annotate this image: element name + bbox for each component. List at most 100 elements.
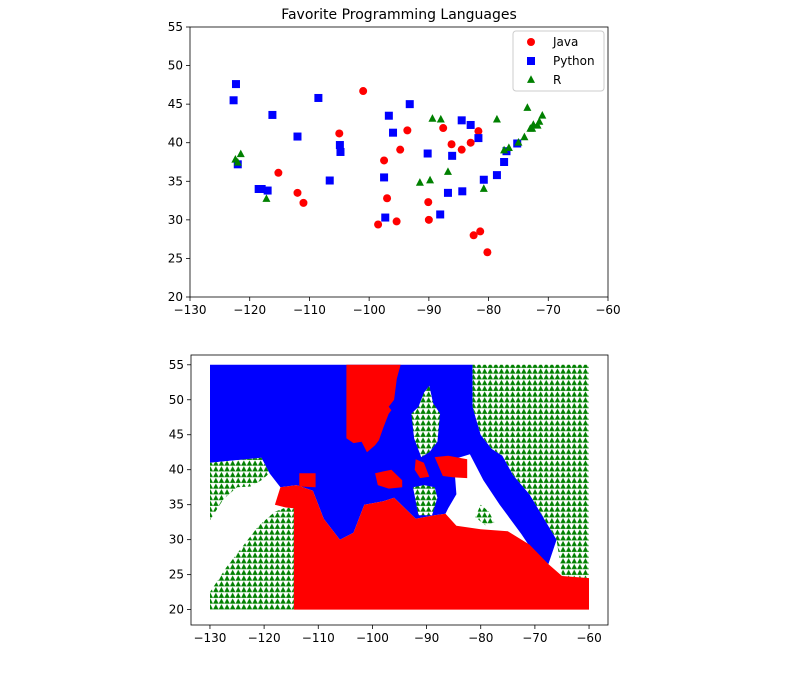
region-java [299, 473, 316, 488]
bottom-x-tick-label: −70 [522, 631, 547, 645]
top-x-tick-label: −100 [353, 303, 386, 317]
r-point [500, 145, 509, 154]
java-point [483, 248, 492, 257]
python-point [314, 93, 323, 102]
bottom-region-chart: −130 −120 −110 −100 −90 −80 −70 −60 20 25 30 35 40 4… [169, 354, 609, 645]
top-x-tick-label: −120 [233, 303, 266, 317]
java-point [474, 127, 483, 136]
r-point [529, 120, 538, 128]
region-r [210, 457, 270, 521]
top-x-tick-label: −70 [536, 303, 561, 317]
python-point [263, 186, 272, 195]
bottom-x-tick-label: −90 [414, 631, 439, 645]
python-point [479, 175, 488, 184]
python-point [380, 173, 389, 182]
java-point [335, 129, 344, 138]
bottom-x-tick-label: −130 [193, 631, 226, 645]
r-point [428, 114, 437, 122]
python-point [423, 149, 432, 158]
java-point [457, 145, 466, 154]
region-r [210, 507, 294, 610]
region-grid [210, 364, 589, 610]
java-point [466, 138, 475, 147]
python-point [389, 128, 398, 137]
chart-title: Favorite Programming Languages [281, 7, 517, 23]
region-java [375, 469, 403, 489]
python-point [448, 151, 457, 160]
region-python [210, 364, 557, 565]
region-r [413, 485, 438, 516]
top-y-tick-label: 40 [168, 136, 183, 150]
java-point [396, 145, 405, 154]
top-y-tick-label: 35 [168, 174, 183, 188]
r-point [523, 103, 532, 111]
top-y-tick-label: 30 [168, 213, 183, 227]
python-point [405, 100, 414, 109]
java-point [293, 188, 302, 197]
region-java [274, 485, 589, 610]
r-point [415, 178, 424, 186]
top-scatter-chart: −130 −120 −110 −100 −90 −80 −70 −60 20 25 30 35 40 4… [168, 7, 621, 317]
python-point [293, 132, 302, 141]
java-point [424, 215, 433, 224]
python-point [257, 185, 266, 193]
bottom-y-tick-label: 50 [169, 393, 184, 407]
legend-label-python: Python [553, 54, 595, 68]
r-point [504, 143, 513, 152]
java-point [374, 220, 383, 229]
bottom-x-tick-label: −100 [356, 631, 389, 645]
python-point [268, 110, 277, 119]
top-y-tick-label: 55 [168, 20, 183, 34]
java-point [274, 168, 283, 177]
r-point [236, 149, 245, 158]
python-point [492, 171, 501, 180]
python-point [457, 116, 466, 125]
top-y-tick-label: 50 [168, 59, 183, 73]
python-point [466, 120, 475, 129]
java-point [380, 156, 389, 165]
legend-marker-r [527, 75, 535, 83]
python-point [458, 187, 467, 196]
bottom-x-tick-label: −110 [302, 631, 335, 645]
legend-label-java: Java [552, 35, 578, 49]
python-point [474, 134, 483, 143]
python-point [436, 210, 445, 219]
region-java [434, 455, 468, 479]
series-java [255, 87, 492, 257]
bottom-x-tick-label: −80 [468, 631, 493, 645]
top-y-tick-label: 25 [168, 251, 183, 265]
bottom-x-tick-label: −120 [248, 631, 281, 645]
r-point [262, 194, 271, 202]
r-point [443, 167, 452, 175]
r-point [528, 124, 537, 132]
top-y-tick-label: 45 [168, 97, 183, 111]
r-point [492, 114, 501, 123]
python-point [325, 176, 334, 185]
r-point [233, 158, 242, 166]
region-java [346, 364, 401, 453]
java-point [447, 140, 456, 149]
top-x-tick-label: −60 [595, 303, 620, 317]
bottom-y-axis: 20 25 30 35 40 45 50 55 [169, 358, 191, 617]
java-point [403, 126, 412, 135]
legend: Java Python R [512, 30, 605, 92]
python-point [336, 147, 345, 156]
bottom-x-axis: −130 −120 −110 −100 −90 −80 −70 −60 [193, 625, 602, 645]
bottom-plot-border [190, 354, 609, 626]
top-x-tick-label: −110 [293, 303, 326, 317]
java-point [392, 217, 401, 226]
bottom-y-tick-label: 35 [169, 498, 184, 512]
r-point [426, 175, 435, 184]
region-r [472, 364, 589, 579]
region-java [414, 459, 430, 479]
python-point [335, 141, 344, 150]
java-point [424, 198, 433, 207]
top-y-axis: 20 25 30 35 40 45 50 55 [168, 20, 190, 304]
top-data-points [229, 80, 547, 257]
python-point [381, 213, 390, 222]
python-point [384, 111, 393, 120]
java-point [469, 231, 478, 240]
bottom-y-tick-label: 30 [169, 533, 184, 547]
bottom-y-tick-label: 55 [169, 358, 184, 372]
